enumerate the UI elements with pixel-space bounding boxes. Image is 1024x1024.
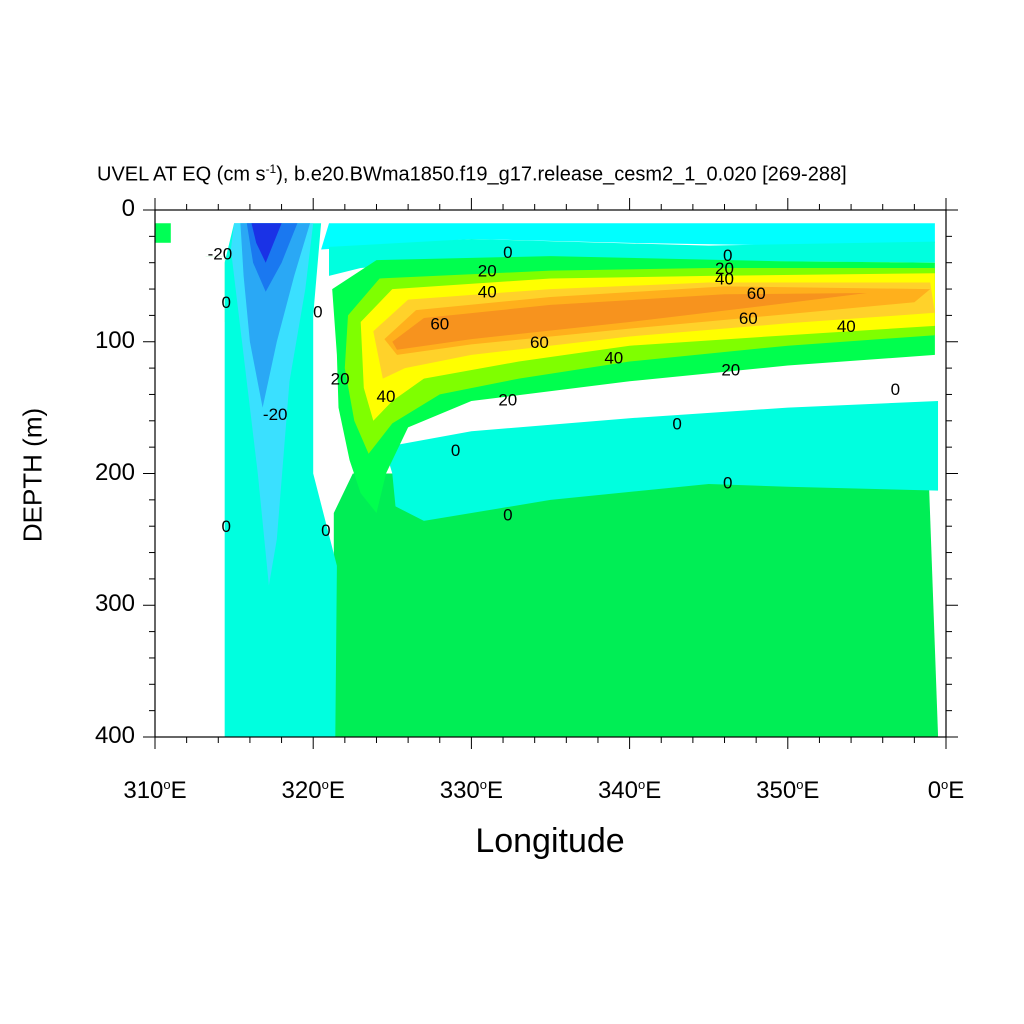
fill-jet-core	[392, 293, 867, 350]
y-tick-label-400: 400	[94, 722, 135, 749]
contour-label-12: 40	[377, 387, 396, 406]
x-tick-label-330: 330oE	[439, 777, 504, 804]
contour-label-15: 0	[723, 246, 732, 265]
contour-label-7: 0	[503, 243, 512, 262]
fill-top-blank	[155, 210, 946, 216]
contour-label-22: 0	[891, 380, 900, 399]
contour-label-10: 60	[430, 314, 449, 333]
axis-ticks	[143, 198, 958, 749]
fill-neg-40	[251, 223, 282, 263]
contour-label-25: 0	[723, 474, 732, 493]
contour-label-26: 0	[503, 505, 512, 524]
contour-label-14: 40	[604, 349, 623, 368]
y-tick-label-300: 300	[94, 590, 135, 618]
fill-mid-band	[384, 401, 939, 521]
fill-jet-50	[384, 286, 931, 355]
contour-label-8: 20	[478, 262, 497, 281]
contour-label-3: 20	[331, 370, 350, 389]
contour-label-13: 20	[498, 391, 517, 410]
fill-land-mask	[155, 242, 225, 737]
contour-label-21: 20	[721, 360, 740, 379]
contour-fills	[155, 210, 946, 737]
contour-label-1: 0	[221, 293, 230, 312]
chart-title: UVEL AT EQ (cm s-1), b.e20.BWma1850.f19_…	[97, 162, 847, 186]
contour-label-2: 0	[313, 302, 322, 321]
contour-label-17: 40	[715, 270, 734, 289]
contour-label-19: 60	[739, 309, 758, 328]
contour-label-16: 20	[715, 259, 734, 278]
contour-label-20: 40	[837, 317, 856, 336]
y-tick-label-0: 0	[121, 195, 135, 222]
contour-label-4: -20	[263, 405, 288, 424]
contour-label-18: 60	[747, 284, 766, 303]
contour-label-0: -20	[208, 245, 233, 264]
y-tick-label-200: 200	[94, 458, 135, 486]
y-axis-label: DEPTH (m)	[17, 407, 48, 543]
x-tick-label-340: 340oE	[597, 777, 662, 804]
fill-surface	[321, 223, 935, 250]
y-tick-label-100: 100	[94, 326, 135, 354]
x-tick-label-0: 0oE	[927, 777, 965, 804]
x-tick-label-350: 350oE	[756, 777, 820, 804]
fill-upper	[329, 239, 935, 276]
contour-label-5: 0	[221, 517, 230, 536]
contour-label-11: 60	[530, 333, 549, 352]
fill-deep-east	[333, 473, 939, 737]
contour-label-23: 0	[672, 414, 681, 433]
x-axis-label: Longitude	[475, 822, 625, 860]
contour-label-9: 40	[478, 283, 497, 302]
fill-right-blank	[938, 210, 946, 737]
contour-label-6: 0	[321, 521, 330, 540]
x-tick-label-320: 320oE	[281, 777, 345, 804]
contour-label-24: 0	[451, 441, 460, 460]
x-tick-label-310: 310oE	[123, 777, 187, 804]
fill-west-patch-1	[155, 223, 171, 243]
